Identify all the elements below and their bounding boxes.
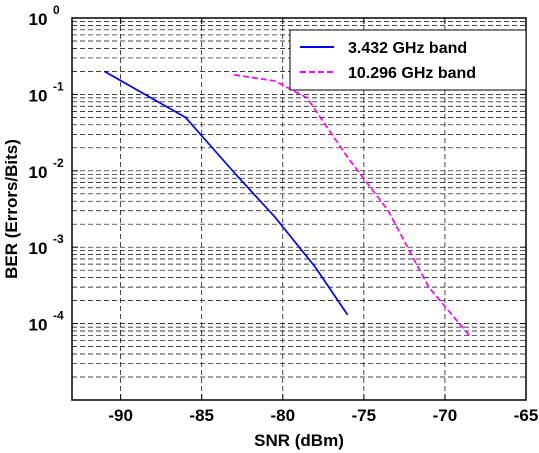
- y-tick-label-exponent: -1: [53, 79, 64, 93]
- legend-box: [289, 29, 527, 91]
- legend-label-1: 3.432 GHz band: [348, 40, 467, 57]
- y-tick-label-base: 10: [29, 239, 48, 258]
- legend-label-2: 10.296 GHz band: [348, 65, 476, 82]
- x-tick-label: -90: [108, 406, 133, 425]
- series-lines: [103, 70, 470, 336]
- y-tick-label-exponent: 0: [53, 3, 60, 17]
- y-tick-label-exponent: -3: [53, 232, 64, 246]
- y-tick-label-base: 10: [29, 86, 48, 105]
- x-tick-label: -85: [189, 406, 214, 425]
- axis-ticks: -90 -85 -80 -75 -70 -65 10 -4 10 -3 10 -2 10 -1 10 0: [29, 3, 539, 425]
- y-tick-label: 10 -4: [29, 309, 64, 335]
- y-tick-label-base: 10: [29, 10, 48, 29]
- x-tick-label: -80: [270, 406, 295, 425]
- y-tick-label-exponent: -2: [53, 156, 64, 170]
- series-line-1: [103, 70, 349, 316]
- x-tick-label: -65: [514, 406, 539, 425]
- y-tick-label: 10 -3: [29, 232, 64, 258]
- y-tick-label: 10 -2: [29, 156, 64, 182]
- y-tick-label-base: 10: [29, 163, 48, 182]
- y-axis-label: BER (Errors/Bits): [2, 139, 21, 279]
- y-tick-label: 10 -1: [29, 79, 64, 105]
- series-line-2: [233, 74, 470, 336]
- y-tick-label-base: 10: [29, 316, 48, 335]
- x-axis-label: SNR (dBm): [254, 431, 344, 450]
- x-tick-label: -75: [352, 406, 377, 425]
- y-tick-label-exponent: -4: [53, 309, 64, 323]
- plot-frame: [71, 17, 527, 401]
- x-tick-label: -70: [433, 406, 458, 425]
- legend: 3.432 GHz band 10.296 GHz band: [289, 29, 527, 91]
- y-tick-label: 10 0: [29, 3, 60, 29]
